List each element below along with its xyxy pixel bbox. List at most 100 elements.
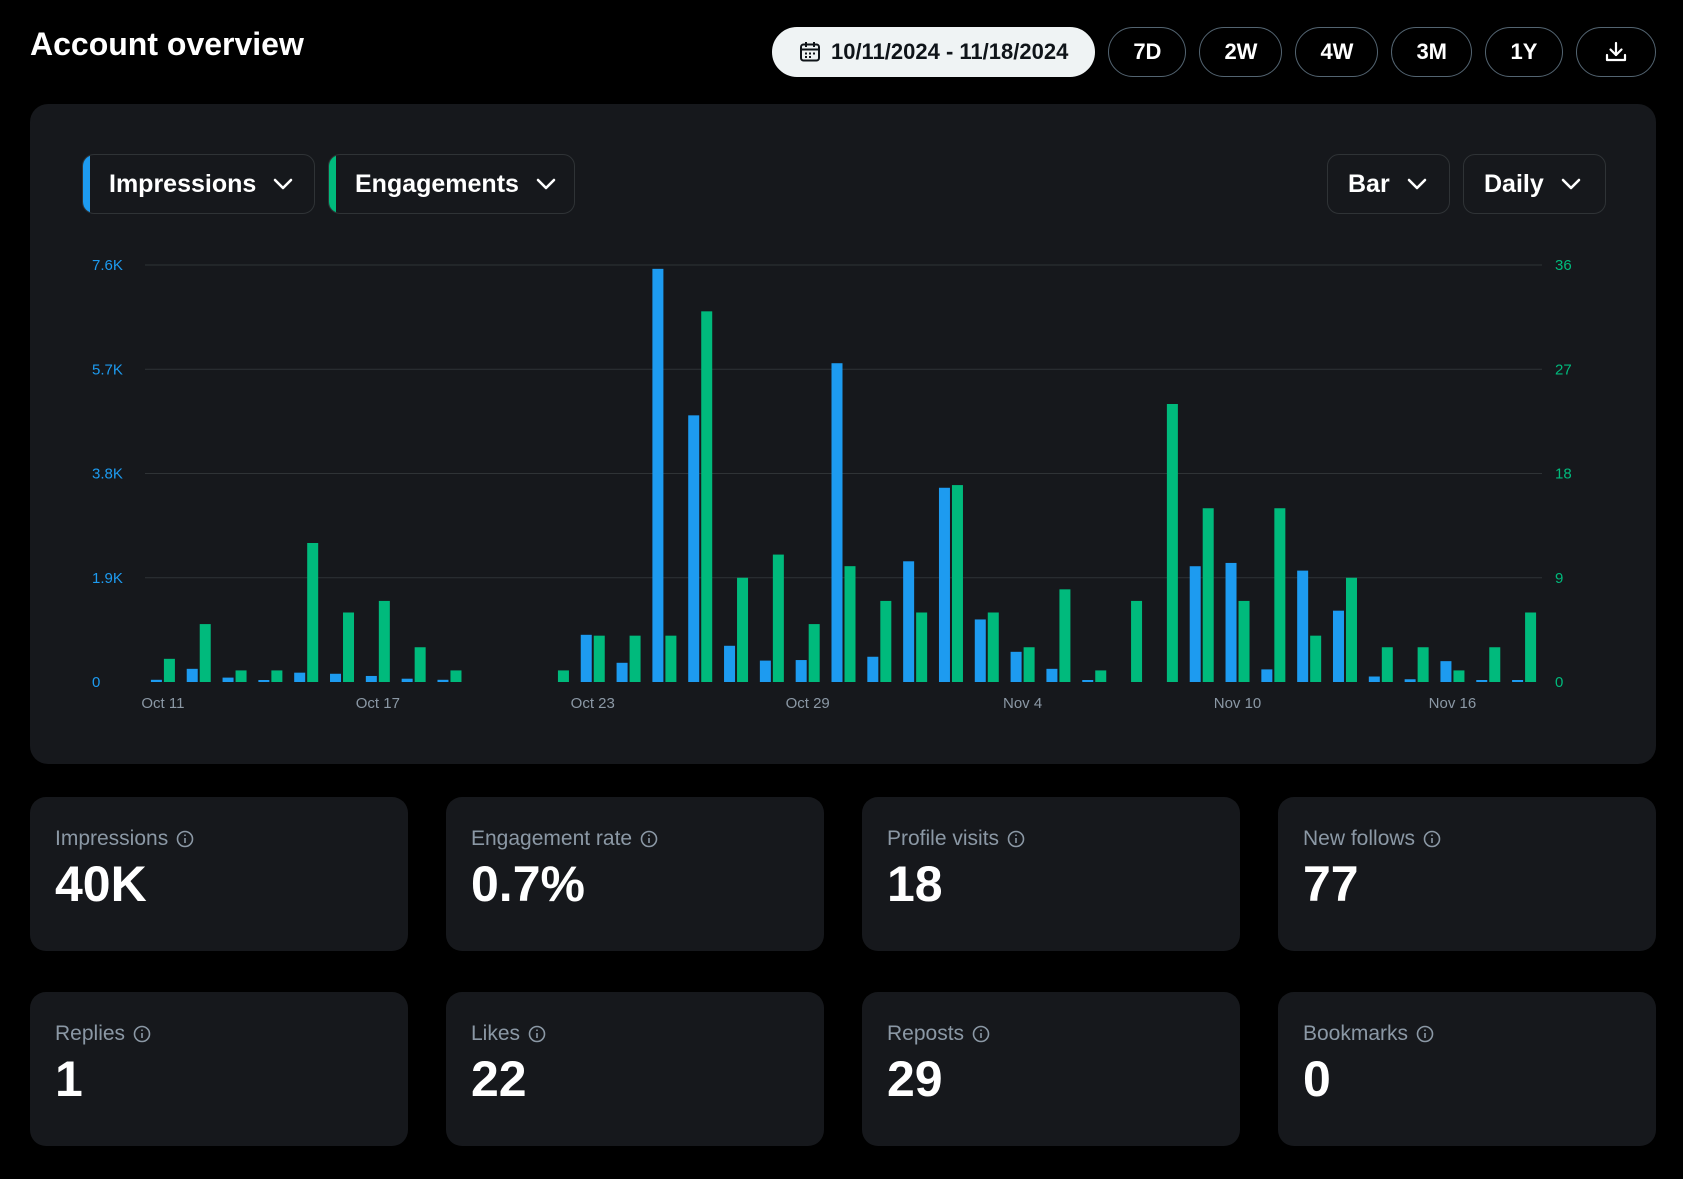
stat-label-text: Likes — [471, 1022, 521, 1045]
impressions-bar — [938, 487, 950, 682]
y-right-tick-label: 9 — [1555, 570, 1563, 587]
date-range-toolbar: 10/11/2024 - 11/18/2024 7D 2W 4W 3M 1Y — [771, 27, 1656, 77]
chevron-down-icon — [1560, 177, 1582, 191]
stat-label-text: Reposts — [887, 1022, 965, 1045]
info-icon[interactable] — [1416, 1025, 1434, 1043]
y-right-tick-label: 36 — [1555, 257, 1572, 274]
y-right-tick-label: 18 — [1555, 466, 1572, 483]
range-4w-button[interactable]: 4W — [1295, 27, 1379, 77]
download-button[interactable] — [1576, 27, 1656, 77]
chevron-down-icon — [535, 177, 557, 191]
stat-card-reposts: Reposts 29 — [862, 992, 1240, 1146]
stat-value: 0.7% — [471, 856, 585, 912]
y-right-tick-label: 27 — [1555, 361, 1572, 378]
stat-value: 77 — [1303, 856, 1359, 912]
metric-1-selector[interactable]: Impressions — [82, 154, 315, 214]
impressions-bar — [652, 268, 664, 682]
engagements-bar — [1274, 508, 1286, 682]
impressions-bar — [186, 668, 198, 682]
stat-label: Likes — [471, 1022, 824, 1046]
impressions-bar — [401, 678, 413, 682]
range-7d-button[interactable]: 7D — [1108, 27, 1187, 77]
stat-value: 18 — [887, 856, 943, 912]
calendar-icon — [799, 41, 821, 63]
stat-card-impressions: Impressions 40K — [30, 797, 408, 951]
info-icon[interactable] — [1423, 830, 1441, 848]
bar-chart: 0 0 1.9K 9 3.8K 18 5.7K 27 7.6K 36 Oct 11 Oct 17 Oct… — [92, 257, 1572, 712]
impressions-bar — [1404, 679, 1416, 682]
stat-value: 29 — [887, 1051, 943, 1107]
range-2w-button[interactable]: 2W — [1199, 27, 1283, 77]
impressions-bar — [724, 645, 736, 682]
stat-label-text: New follows — [1303, 827, 1416, 850]
info-icon[interactable] — [133, 1025, 151, 1043]
impressions-bar — [831, 363, 843, 682]
range-3m-button[interactable]: 3M — [1391, 27, 1472, 77]
engagements-bar — [701, 311, 713, 682]
info-icon[interactable] — [1007, 830, 1025, 848]
x-tick-label: Oct 17 — [356, 695, 400, 712]
impressions-bar — [1225, 562, 1237, 682]
stat-label: Impressions — [55, 827, 408, 851]
engagements-bar — [343, 612, 355, 682]
impressions-bar — [1512, 680, 1524, 682]
range-1y-button[interactable]: 1Y — [1485, 27, 1563, 77]
engagements-bar — [1525, 612, 1537, 682]
interval-selector[interactable]: Daily — [1463, 154, 1606, 214]
engagements-bar — [629, 635, 641, 682]
stat-label-text: Profile visits — [887, 827, 1000, 850]
impressions-bar — [903, 561, 915, 682]
impressions-bar — [580, 634, 592, 682]
impressions-bar — [150, 679, 162, 682]
stat-value: 1 — [55, 1051, 83, 1107]
page-title: Account overview — [30, 26, 304, 62]
engagements-bar — [1417, 647, 1429, 682]
stat-label: Replies — [55, 1022, 408, 1046]
stat-card-likes: Likes 22 — [446, 992, 824, 1146]
download-icon — [1604, 40, 1628, 64]
impressions-bar — [1261, 669, 1273, 682]
engagements-bar — [557, 670, 569, 682]
info-icon[interactable] — [640, 830, 658, 848]
impressions-bar — [1189, 566, 1201, 682]
impressions-bar — [294, 672, 306, 682]
date-range-picker-button[interactable]: 10/11/2024 - 11/18/2024 — [771, 27, 1096, 77]
impressions-bar — [330, 673, 342, 682]
info-icon[interactable] — [972, 1025, 990, 1043]
chevron-down-icon — [1406, 177, 1428, 191]
y-left-tick-label: 7.6K — [92, 257, 123, 274]
engagements-bar — [1489, 647, 1501, 682]
metric-2-label: Engagements — [355, 169, 519, 198]
metric-2-selector[interactable]: Engagements — [328, 154, 575, 214]
x-tick-label: Oct 29 — [786, 695, 830, 712]
impressions-bar — [1476, 680, 1488, 682]
stat-card-engagement-rate: Engagement rate 0.7% — [446, 797, 824, 951]
impressions-bar — [1010, 651, 1022, 682]
engagements-bar — [951, 485, 963, 682]
stat-label-text: Impressions — [55, 827, 169, 850]
impressions-bar — [1082, 680, 1094, 682]
engagements-bar — [987, 612, 999, 682]
y-left-tick-label: 5.7K — [92, 361, 123, 378]
engagements-bar — [378, 600, 390, 682]
chart-type-selector[interactable]: Bar — [1327, 154, 1450, 214]
stat-label-text: Bookmarks — [1303, 1022, 1409, 1045]
engagements-bar — [665, 635, 677, 682]
engagements-bar — [163, 658, 175, 682]
interval-label: Daily — [1484, 169, 1544, 198]
x-tick-label: Nov 16 — [1429, 695, 1477, 712]
engagements-bar — [271, 670, 283, 682]
engagements-bar — [737, 577, 749, 682]
engagements-bar — [414, 647, 426, 682]
engagements-bar — [1059, 589, 1071, 682]
stat-value: 22 — [471, 1051, 527, 1107]
info-icon[interactable] — [528, 1025, 546, 1043]
impressions-bar — [437, 679, 449, 682]
impressions-bar — [258, 680, 270, 682]
impressions-bar — [867, 656, 879, 682]
x-tick-label: Nov 4 — [1003, 695, 1042, 712]
engagements-bar — [1166, 404, 1178, 682]
engagements-bar — [235, 670, 247, 682]
info-icon[interactable] — [176, 830, 194, 848]
date-range-label: 10/11/2024 - 11/18/2024 — [830, 39, 1069, 64]
